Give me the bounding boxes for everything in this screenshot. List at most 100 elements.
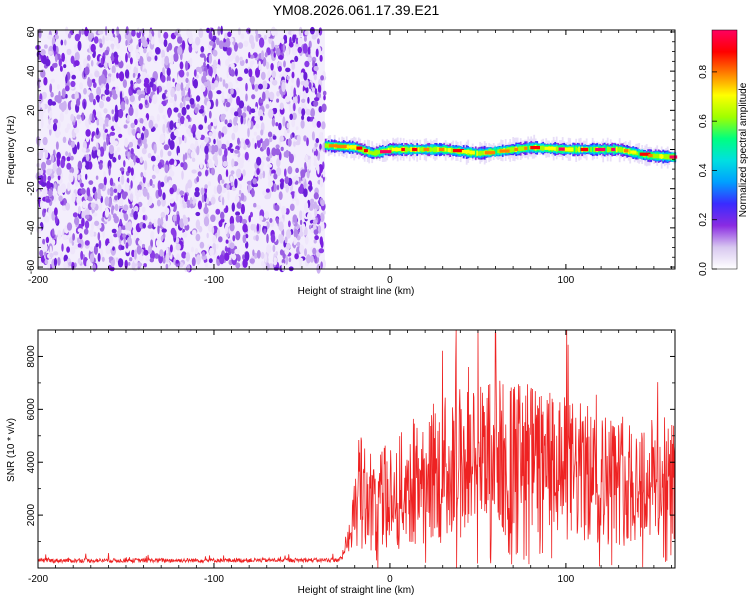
noise-blob xyxy=(118,198,124,207)
noise-blob xyxy=(116,26,120,36)
noise-blob xyxy=(226,183,230,191)
signal-cell xyxy=(327,143,330,149)
noise-blob xyxy=(130,80,134,86)
noise-blob xyxy=(63,261,68,270)
noise-blob xyxy=(282,116,286,127)
noise-blob xyxy=(81,112,85,121)
noise-blob xyxy=(216,184,222,195)
noise-blob xyxy=(141,71,147,77)
noise-blob xyxy=(249,60,253,69)
noise-blob xyxy=(260,129,264,136)
noise-blob xyxy=(271,117,276,127)
noise-blob xyxy=(278,122,282,131)
noise-blob xyxy=(106,136,109,146)
signal-cell xyxy=(609,147,612,152)
noise-blob xyxy=(140,132,145,141)
noise-blob xyxy=(96,127,99,136)
noise-blob xyxy=(213,138,216,145)
noise-blob xyxy=(301,98,306,103)
noise-blob xyxy=(77,228,83,233)
noise-blob xyxy=(272,244,276,253)
noise-blob xyxy=(104,26,108,36)
noise-blob xyxy=(114,150,118,158)
noise-blob xyxy=(105,36,110,42)
noise-blob xyxy=(43,76,48,86)
noise-blob xyxy=(266,244,272,254)
noise-blob xyxy=(176,122,180,129)
noise-blob xyxy=(180,162,184,168)
signal-cell xyxy=(666,154,669,160)
noise-blob xyxy=(54,182,57,190)
noise-blob xyxy=(195,211,201,217)
colorbar-tick-label: 0.2 xyxy=(698,212,709,226)
noise-blob xyxy=(80,182,84,188)
noise-blob xyxy=(321,103,327,113)
signal-cell xyxy=(605,147,608,152)
noise-blob xyxy=(86,259,90,269)
noise-blob xyxy=(190,151,195,159)
noise-blob xyxy=(268,180,273,188)
noise-blob xyxy=(315,138,320,144)
noise-blob xyxy=(65,74,68,84)
signal-peak xyxy=(595,147,606,152)
noise-blob xyxy=(288,257,292,263)
noise-blob xyxy=(138,239,142,246)
noise-blob xyxy=(89,246,94,252)
noise-blob xyxy=(279,234,284,244)
noise-blob xyxy=(289,203,295,211)
noise-blob xyxy=(117,55,122,63)
noise-blob xyxy=(97,192,102,200)
noise-blob xyxy=(57,229,62,240)
noise-blob xyxy=(96,111,102,120)
y-tick-label: 20 xyxy=(26,104,37,116)
noise-blob xyxy=(92,98,96,106)
noise-blob xyxy=(49,168,53,174)
noise-blob xyxy=(111,72,116,82)
noise-blob xyxy=(140,172,144,178)
noise-blob xyxy=(291,61,296,70)
noise-blob xyxy=(66,246,70,253)
noise-blob xyxy=(40,118,44,129)
noise-blob xyxy=(157,217,161,227)
noise-blob xyxy=(119,71,125,82)
noise-blob xyxy=(255,234,259,242)
noise-blob xyxy=(109,235,113,245)
noise-blob xyxy=(279,249,284,256)
noise-blob xyxy=(72,233,75,241)
signal-peak xyxy=(469,150,475,155)
noise-blob xyxy=(256,138,261,149)
noise-blob xyxy=(304,162,307,169)
spectrogram-signal-track xyxy=(324,134,678,169)
noise-blob xyxy=(145,255,150,262)
noise-blob xyxy=(275,122,279,127)
noise-blob xyxy=(76,98,81,107)
noise-blob xyxy=(207,104,210,113)
noise-blob xyxy=(109,90,113,98)
noise-blob xyxy=(196,95,201,102)
spectrogram-noise xyxy=(35,25,327,274)
noise-blob xyxy=(74,51,80,62)
noise-blob xyxy=(191,127,194,134)
noise-blob xyxy=(200,46,205,53)
noise-blob xyxy=(77,40,82,51)
noise-blob xyxy=(45,236,50,244)
noise-blob xyxy=(80,188,86,195)
noise-blob xyxy=(237,137,240,145)
noise-blob xyxy=(194,187,200,193)
noise-blob xyxy=(114,112,119,123)
noise-blob xyxy=(298,26,303,37)
x-tick-label: -200 xyxy=(28,275,48,286)
noise-blob xyxy=(275,144,280,149)
signal-cell xyxy=(482,151,485,155)
noise-blob xyxy=(74,33,81,42)
noise-blob xyxy=(260,71,266,81)
noise-blob xyxy=(258,37,265,48)
noise-blob xyxy=(89,73,93,80)
noise-blob xyxy=(248,68,253,78)
noise-blob xyxy=(109,32,113,42)
noise-blob xyxy=(151,174,156,180)
noise-blob xyxy=(222,160,228,167)
noise-blob xyxy=(222,79,226,88)
noise-blob xyxy=(274,148,281,156)
